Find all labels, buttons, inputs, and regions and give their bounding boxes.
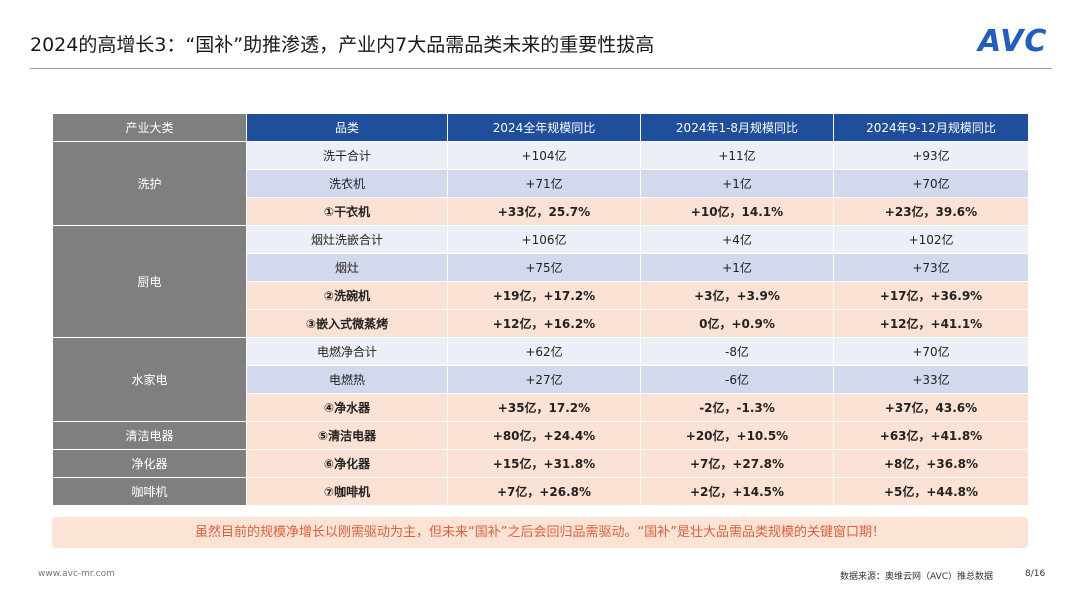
value-cell: +37亿，43.6% xyxy=(833,393,1029,422)
table-row: 清洁电器 ⑤清洁电器 +80亿，+24.4% +20亿，+10.5% +63亿，+41.… xyxy=(52,421,1029,450)
item-cell: ②洗碗机 xyxy=(246,281,448,310)
value-cell: -8亿 xyxy=(640,337,834,366)
table-row: 电燃热 +27亿 -6亿 +33亿 xyxy=(53,365,1029,394)
category-cell: 净化器 xyxy=(52,449,247,478)
value-cell: +7亿，+26.8% xyxy=(447,477,641,506)
value-cell: +12亿，+41.1% xyxy=(833,309,1029,338)
value-cell: 0亿，+0.9% xyxy=(640,309,834,338)
value-cell: +93亿 xyxy=(833,141,1029,170)
value-cell: +23亿，39.6% xyxy=(833,197,1029,226)
table-row: ④净水器 +35亿，17.2% -2亿，-1.3% +37亿，43.6% xyxy=(53,393,1029,422)
table-body: 洗护 洗干合计 +104亿 +11亿 +93亿 洗衣机 +71亿 +1亿 +70亿 ①干衣机 +33… xyxy=(52,141,1029,506)
value-cell: +33亿 xyxy=(833,365,1029,394)
table-row: 净化器 ⑥净化器 +15亿，+31.8% +7亿，+27.8% +8亿，+36.8% xyxy=(52,449,1029,478)
item-cell: 洗衣机 xyxy=(246,169,448,198)
value-cell: +70亿 xyxy=(833,337,1029,366)
value-cell: +75亿 xyxy=(447,253,641,282)
value-cell: +2亿，+14.5% xyxy=(640,477,834,506)
table-row: 厨电 烟灶洗嵌合计 +106亿 +4亿 +102亿 xyxy=(52,225,1029,338)
value-cell: +80亿，+24.4% xyxy=(447,421,641,450)
value-cell: +70亿 xyxy=(833,169,1029,198)
value-cell: +7亿，+27.8% xyxy=(640,449,834,478)
category-cell: 咖啡机 xyxy=(52,477,247,506)
item-cell: 烟灶 xyxy=(246,253,448,282)
item-cell: ③嵌入式微蒸烤 xyxy=(246,309,448,338)
value-cell: +73亿 xyxy=(833,253,1029,282)
value-cell: +15亿，+31.8% xyxy=(447,449,641,478)
table-row: 烟灶 +75亿 +1亿 +73亿 xyxy=(53,253,1029,282)
value-cell: +71亿 xyxy=(447,169,641,198)
website: www.avc-mr.com xyxy=(38,569,115,579)
column-header: 2024年9-12月规模同比 xyxy=(833,113,1029,142)
item-cell: 洗干合计 xyxy=(246,141,448,170)
category-cell: 厨电 xyxy=(52,225,247,338)
category-cell: 洗护 xyxy=(52,141,247,226)
item-cell: ⑥净化器 xyxy=(246,449,448,478)
value-cell: +102亿 xyxy=(833,225,1029,254)
value-cell: +11亿 xyxy=(640,141,834,170)
table-row: ②洗碗机 +19亿，+17.2% +3亿，+3.9% +17亿，+36.9% xyxy=(53,281,1029,310)
table-row: 咖啡机 ⑦咖啡机 +7亿，+26.8% +2亿，+14.5% +5亿，+44.8% xyxy=(52,477,1029,506)
value-cell: +12亿，+16.2% xyxy=(447,309,641,338)
slide-title: 2024的高增长3：“国补”助推渗透，产业内7大品需品类未来的重要性拔高 xyxy=(30,34,655,56)
value-cell: +19亿，+17.2% xyxy=(447,281,641,310)
data-table: 产业大类 品类 2024全年规模同比 2024年1-8月规模同比 2024年9-12月规… xyxy=(52,113,1029,506)
note-banner: 虽然目前的规模净增长以刚需驱动为主，但未来“国补”之后会回归品需驱动。“国补”是… xyxy=(52,517,1028,548)
value-cell: +17亿，+36.9% xyxy=(833,281,1029,310)
header-row: 产业大类 品类 2024全年规模同比 2024年1-8月规模同比 2024年9-12月规… xyxy=(52,113,1029,142)
value-cell: +4亿 xyxy=(640,225,834,254)
table-row: 水家电 电燃净合计 +62亿 -8亿 +70亿 xyxy=(52,337,1029,422)
value-cell: +63亿，+41.8% xyxy=(833,421,1029,450)
table-row: 洗衣机 +71亿 +1亿 +70亿 xyxy=(53,169,1029,198)
value-cell: -6亿 xyxy=(640,365,834,394)
value-cell: +1亿 xyxy=(640,169,834,198)
column-header: 品类 xyxy=(246,113,448,142)
value-cell: +104亿 xyxy=(447,141,641,170)
value-cell: +62亿 xyxy=(447,337,641,366)
column-header: 2024全年规模同比 xyxy=(447,113,641,142)
value-cell: -2亿，-1.3% xyxy=(640,393,834,422)
page-number: 8/16 xyxy=(1025,569,1046,579)
value-cell: +33亿，25.7% xyxy=(447,197,641,226)
source: 数据来源：奥维云网（AVC）推总数据 xyxy=(840,572,994,582)
value-cell: +10亿，14.1% xyxy=(640,197,834,226)
value-cell: +1亿 xyxy=(640,253,834,282)
table-row: 洗护 洗干合计 +104亿 +11亿 +93亿 xyxy=(52,141,1029,226)
value-cell: +8亿，+36.8% xyxy=(833,449,1029,478)
category-cell: 水家电 xyxy=(52,337,247,422)
header-rule xyxy=(30,68,1052,69)
value-cell: +106亿 xyxy=(447,225,641,254)
item-cell: ④净水器 xyxy=(246,393,448,422)
item-cell: 电燃热 xyxy=(246,365,448,394)
item-cell: ⑦咖啡机 xyxy=(246,477,448,506)
value-cell: +5亿，+44.8% xyxy=(833,477,1029,506)
column-header: 产业大类 xyxy=(52,113,247,142)
value-cell: +35亿，17.2% xyxy=(447,393,641,422)
value-cell: +20亿，+10.5% xyxy=(640,421,834,450)
value-cell: +3亿，+3.9% xyxy=(640,281,834,310)
item-cell: 烟灶洗嵌合计 xyxy=(246,225,448,254)
value-cell: +27亿 xyxy=(447,365,641,394)
item-cell: 电燃净合计 xyxy=(246,337,448,366)
item-cell: ⑤清洁电器 xyxy=(246,421,448,450)
table-row: ①干衣机 +33亿，25.7% +10亿，14.1% +23亿，39.6% xyxy=(53,197,1029,226)
category-cell: 清洁电器 xyxy=(52,421,247,450)
item-cell: ①干衣机 xyxy=(246,197,448,226)
column-header: 2024年1-8月规模同比 xyxy=(640,113,834,142)
logo: AVC xyxy=(978,24,1048,59)
